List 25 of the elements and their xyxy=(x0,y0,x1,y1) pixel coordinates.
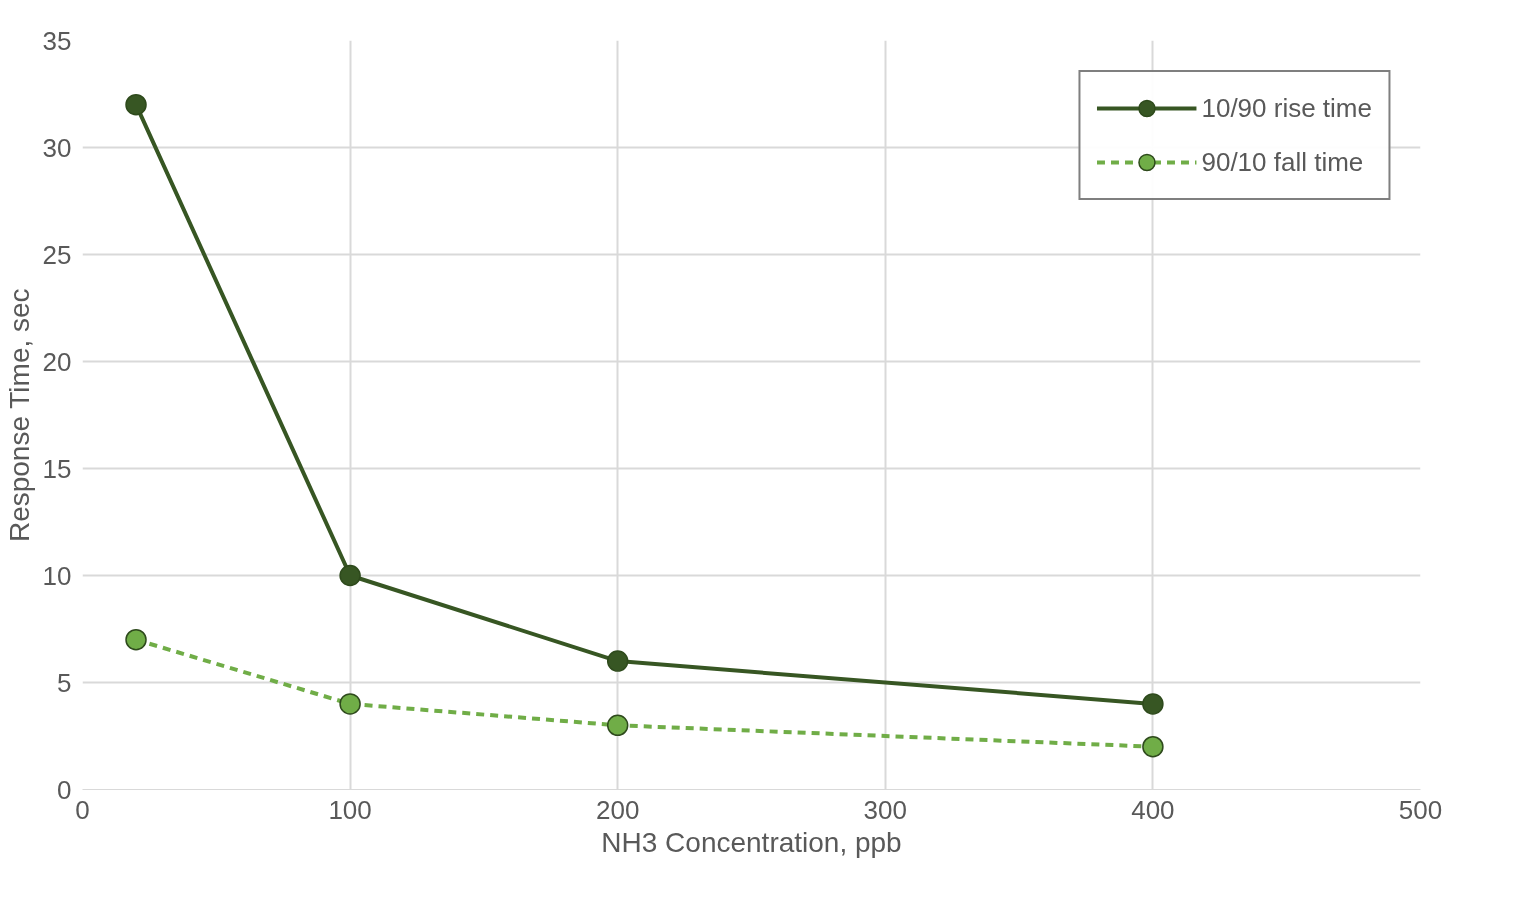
point xyxy=(339,693,361,715)
y-tick-label: 0 xyxy=(57,774,72,805)
y-tick-label: 15 xyxy=(42,453,72,484)
x-tick-label: 200 xyxy=(596,794,640,825)
x-tick-label: 400 xyxy=(1131,794,1175,825)
x-axis-title: NH3 Concentration, ppb xyxy=(601,826,902,858)
point xyxy=(1142,693,1164,715)
x-tick-label: 100 xyxy=(328,794,372,825)
legend-label: 10/90 rise time xyxy=(1201,92,1372,124)
point xyxy=(606,650,629,672)
x-tick-label: 500 xyxy=(1398,794,1443,825)
y-tick-label: 10 xyxy=(42,560,72,591)
y-tick-label: 30 xyxy=(42,132,72,163)
point xyxy=(1142,735,1164,758)
y-tick-label: 35 xyxy=(42,25,72,56)
point xyxy=(606,714,629,737)
y-tick-label: 25 xyxy=(42,239,72,270)
point xyxy=(125,93,147,116)
y-tick-label: 20 xyxy=(42,346,72,377)
y-axis-title: Response Time, sec xyxy=(3,288,35,543)
x-tick-label: 300 xyxy=(863,794,907,825)
point xyxy=(125,628,147,651)
point xyxy=(339,564,361,587)
y-tick-label: 5 xyxy=(57,667,72,698)
legend-label: 90/10 fall time xyxy=(1201,146,1364,178)
